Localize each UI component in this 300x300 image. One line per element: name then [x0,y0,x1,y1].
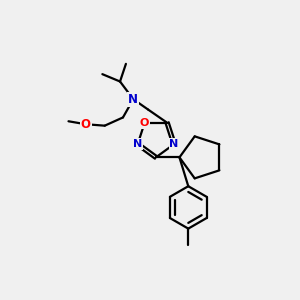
Text: O: O [140,118,149,128]
Text: N: N [133,139,142,149]
Text: O: O [81,118,91,131]
Text: N: N [128,93,138,106]
Text: N: N [169,139,179,149]
